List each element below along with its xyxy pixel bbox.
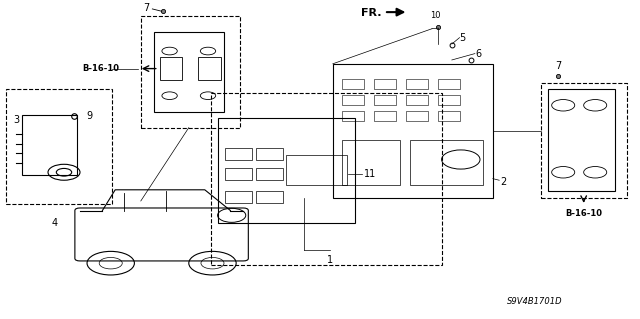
Bar (438, 111, 460, 121)
Text: 7: 7 (555, 61, 561, 71)
Text: 9: 9 (86, 111, 93, 122)
Bar (406, 111, 428, 121)
Bar (22, 115, 77, 175)
Bar (342, 111, 364, 121)
Bar (256, 191, 283, 203)
Text: 3: 3 (13, 115, 19, 125)
Text: 4: 4 (51, 218, 58, 228)
Text: 11: 11 (364, 169, 376, 179)
Bar (256, 148, 283, 160)
Text: 6: 6 (475, 48, 481, 59)
Bar (333, 64, 493, 198)
Bar (218, 118, 355, 223)
Text: 5: 5 (460, 33, 466, 43)
Bar (410, 140, 483, 185)
Bar (342, 95, 364, 105)
Bar (438, 95, 460, 105)
Bar (6, 89, 112, 204)
Bar (541, 83, 627, 198)
Bar (374, 95, 396, 105)
Text: B-16-10: B-16-10 (565, 209, 602, 218)
Bar (256, 168, 283, 180)
Bar (374, 111, 396, 121)
Bar (406, 95, 428, 105)
Text: B-16-10: B-16-10 (83, 64, 120, 73)
Bar (225, 148, 252, 160)
Bar (548, 89, 615, 191)
Bar (211, 93, 442, 265)
Bar (342, 140, 400, 185)
Bar (198, 57, 221, 80)
Text: 10: 10 (430, 11, 440, 20)
Text: FR.: FR. (361, 8, 381, 19)
Bar (141, 16, 240, 128)
Bar (154, 32, 224, 112)
Bar (406, 79, 428, 89)
Bar (374, 79, 396, 89)
Bar (225, 168, 252, 180)
Bar (342, 79, 364, 89)
Text: S9V4B1701D: S9V4B1701D (507, 297, 562, 306)
Bar (438, 79, 460, 89)
Text: 2: 2 (500, 177, 507, 187)
Bar (225, 191, 252, 203)
Bar (286, 155, 347, 185)
Text: 1: 1 (326, 255, 333, 265)
Bar (160, 57, 182, 80)
Text: 7: 7 (143, 3, 149, 13)
